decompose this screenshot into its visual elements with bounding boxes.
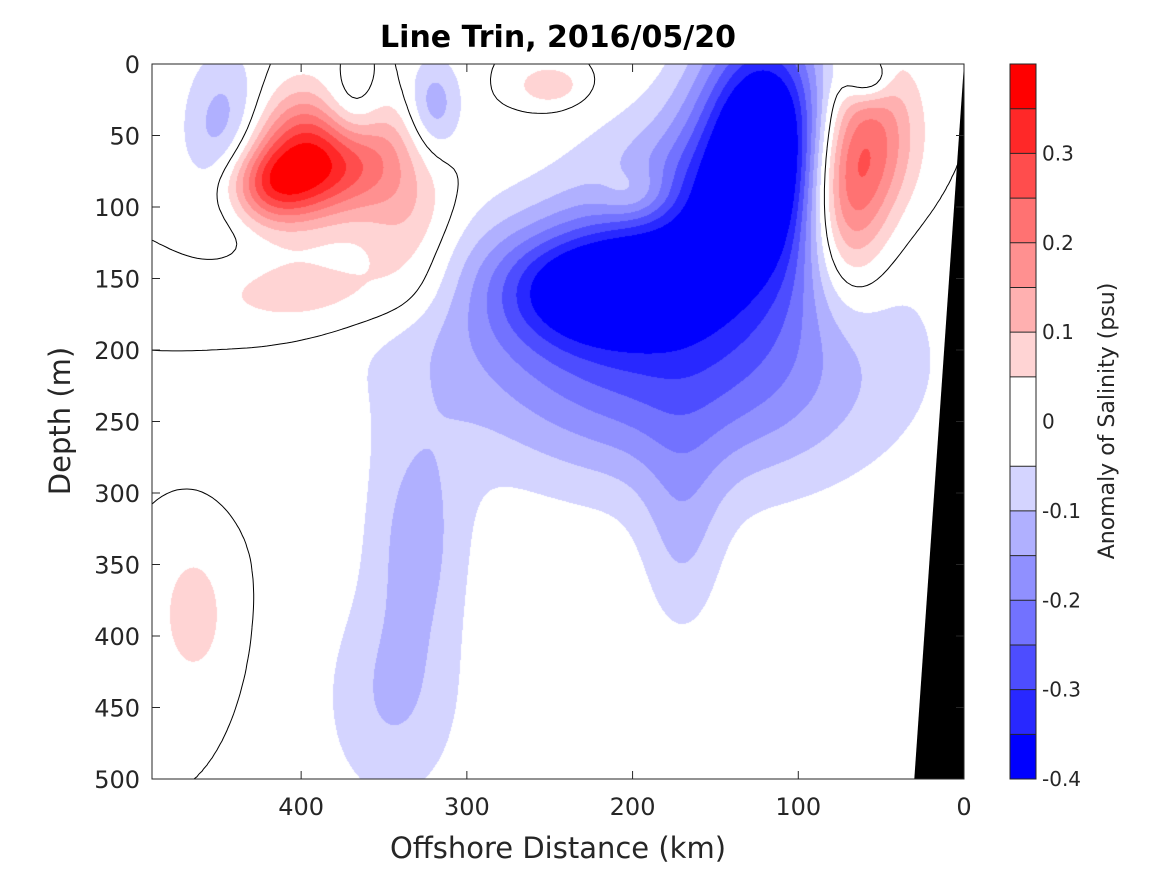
colorbar-segment — [1010, 734, 1036, 779]
x-tick-label: 400 — [278, 793, 324, 821]
colorbar-segment — [1010, 466, 1036, 511]
colorbar-segment — [1010, 376, 1036, 467]
salinity-anomaly-field — [152, 64, 964, 779]
colorbar-segment — [1010, 689, 1036, 735]
plot-area — [151, 63, 965, 780]
colorbar-tick-label: 0.3 — [1042, 141, 1074, 165]
colorbar-segment — [1010, 600, 1036, 645]
colorbar-tick-label: -0.1 — [1042, 499, 1081, 523]
y-tick-label: 300 — [94, 480, 140, 508]
y-axis: 0 50 100 150 200 250 300 350 400 450 500 — [94, 51, 964, 794]
y-tick-label: 500 — [94, 766, 140, 794]
colorbar-segment — [1010, 64, 1036, 109]
y-tick-label: 200 — [94, 337, 140, 365]
x-tick-label: 200 — [610, 793, 656, 821]
y-tick-label: 450 — [94, 695, 140, 723]
colorbar-segment — [1010, 332, 1036, 377]
colorbar-tick-label: -0.4 — [1042, 767, 1081, 791]
colorbar-segment — [1010, 153, 1036, 199]
y-tick-label: 250 — [94, 409, 140, 437]
x-axis-label: Offshore Distance (km) — [390, 831, 726, 865]
colorbar-segment — [1010, 510, 1036, 556]
y-tick-label: 400 — [94, 623, 140, 651]
y-tick-label: 50 — [109, 123, 140, 151]
y-tick-label: 0 — [125, 51, 140, 79]
colorbar-tick-label: 0 — [1042, 410, 1055, 434]
chart-title: Line Trin, 2016/05/20 — [380, 20, 736, 55]
colorbar-tick-label: 0.1 — [1042, 320, 1074, 344]
x-tick-label: 100 — [775, 793, 821, 821]
x-tick-label: 0 — [956, 793, 971, 821]
colorbar-segment — [1010, 242, 1036, 288]
colorbar-tick-label: -0.2 — [1042, 588, 1081, 612]
x-tick-label: 300 — [444, 793, 490, 821]
seafloor-bathymetry — [914, 64, 964, 779]
y-tick-label: 350 — [94, 552, 140, 580]
colorbar-segment — [1010, 198, 1036, 243]
colorbar-segment — [1010, 287, 1036, 333]
colorbar-tick-label: 0.2 — [1042, 231, 1074, 255]
y-axis-label: Depth (m) — [43, 347, 77, 495]
colorbar-segment — [1010, 555, 1036, 601]
colorbar-segment — [1010, 108, 1036, 154]
colorbar: 0.3 0.2 0.1 0 -0.1 -0.2 -0.3 -0.4 — [1009, 63, 1081, 791]
y-tick-label: 150 — [94, 266, 140, 294]
colorbar-tick-label: -0.3 — [1042, 678, 1081, 702]
colorbar-label: Anomaly of Salinity (psu) — [1095, 283, 1120, 560]
colorbar-frame — [1009, 63, 1037, 780]
colorbar-segment — [1010, 644, 1036, 690]
x-axis: 400 300 200 100 0 — [278, 64, 972, 821]
y-tick-label: 100 — [94, 194, 140, 222]
